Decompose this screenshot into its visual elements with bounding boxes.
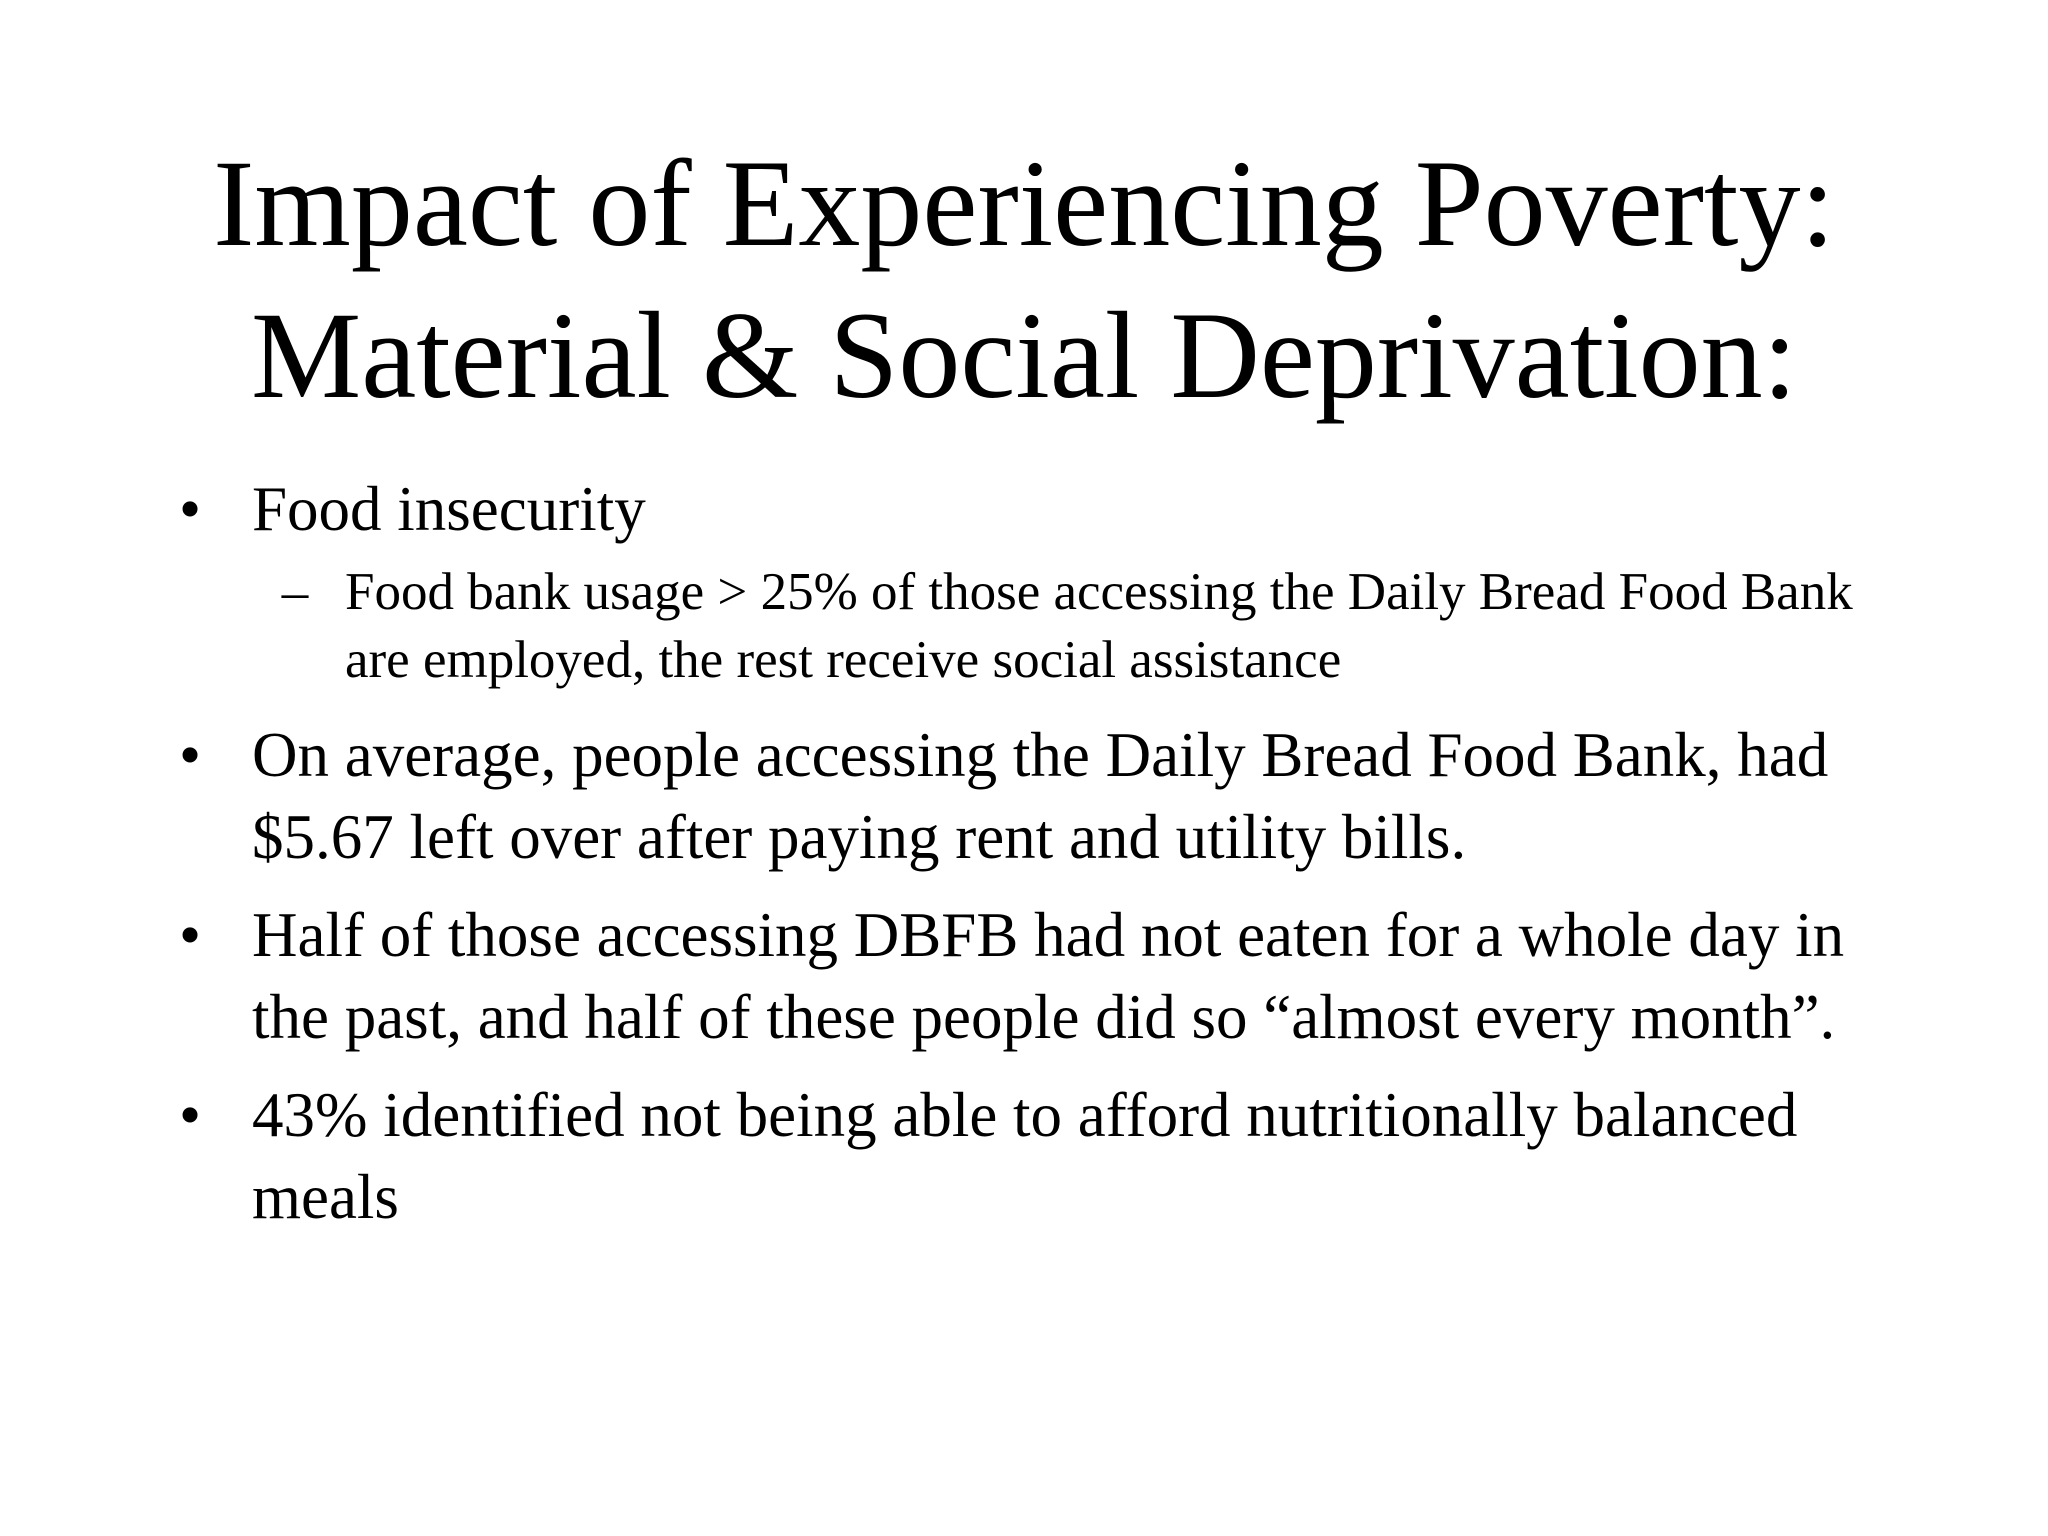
title-line-1: Impact of Experiencing Poverty: <box>213 135 1835 272</box>
title-line-2: Material & Social Deprivation: <box>250 287 1798 424</box>
bullet-list: • Food insecurity – Food bank usage > 25… <box>170 468 1910 1238</box>
sub-bullet-item: – Food bank usage > 25% of those accessi… <box>170 558 1910 694</box>
bullet-text: 43% identified not being able to afford … <box>252 1080 1798 1232</box>
bullet-item: • On average, people accessing the Daily… <box>170 714 1910 878</box>
bullet-glyph: • <box>178 900 202 970</box>
slide-title: Impact of Experiencing Poverty: Material… <box>0 128 2048 432</box>
bullet-text: Half of those accessing DBFB had not eat… <box>252 900 1845 1052</box>
bullet-item: • Half of those accessing DBFB had not e… <box>170 894 1910 1058</box>
bullet-item: • Food insecurity <box>170 468 1910 550</box>
bullet-glyph: • <box>178 474 202 544</box>
sub-bullet-text: Food bank usage > 25% of those accessing… <box>345 563 1853 689</box>
bullet-text: Food insecurity <box>252 474 646 544</box>
bullet-glyph: • <box>178 720 202 790</box>
bullet-text: On average, people accessing the Daily B… <box>252 720 1829 872</box>
bullet-item: • 43% identified not being able to affor… <box>170 1074 1910 1238</box>
sub-bullet-glyph: – <box>281 563 309 621</box>
bullet-glyph: • <box>178 1080 202 1150</box>
